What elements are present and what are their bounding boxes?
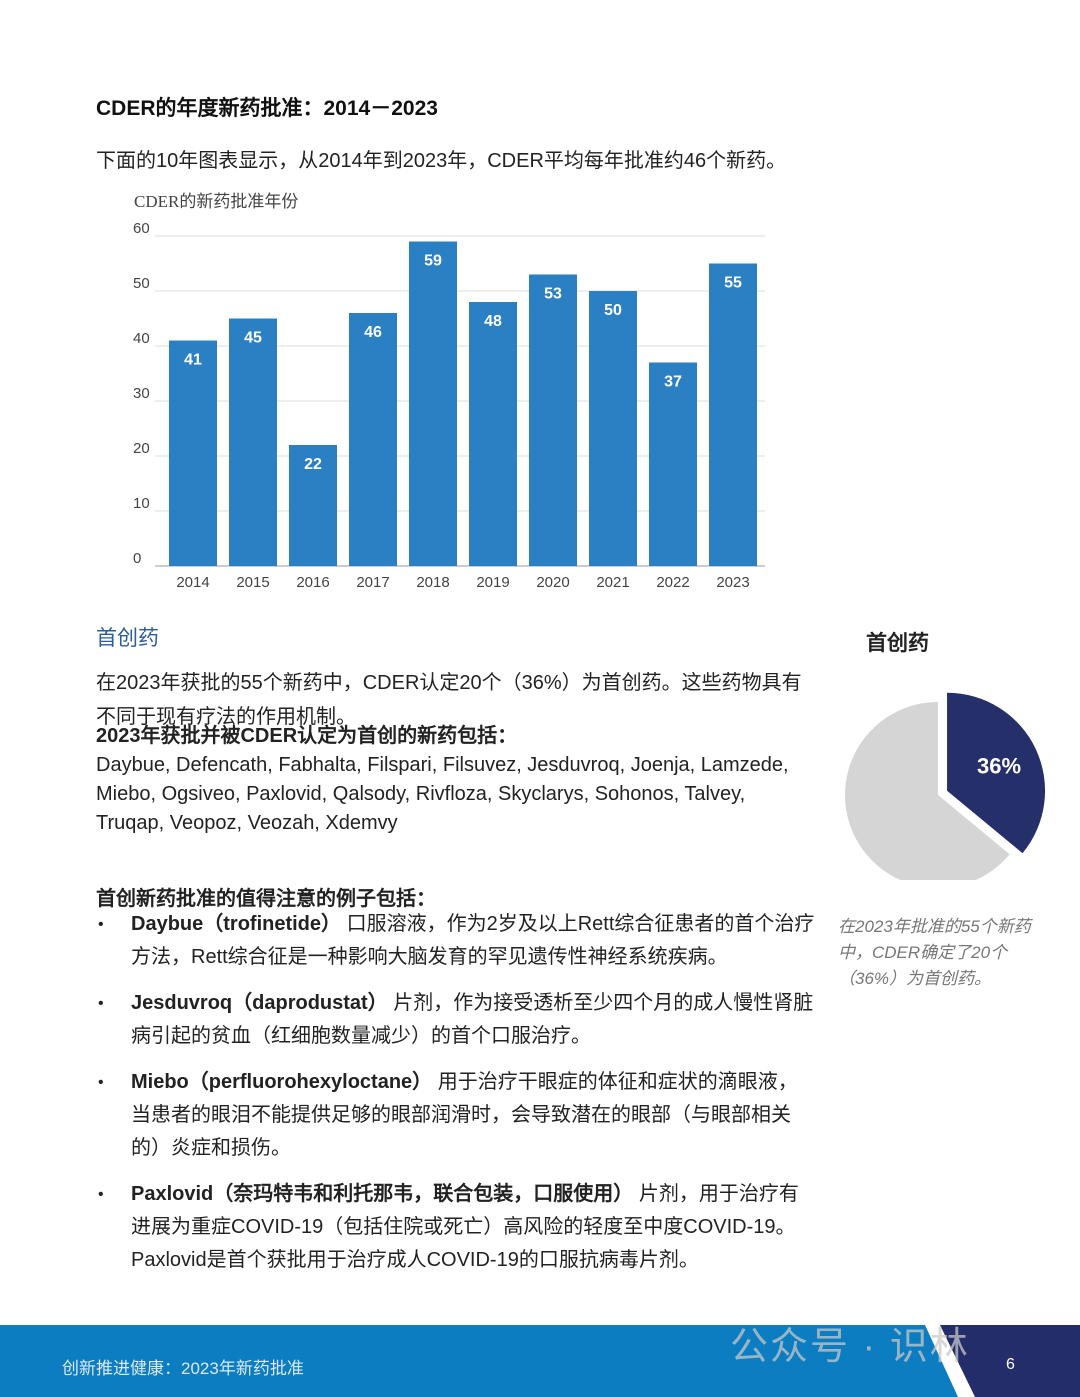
section-paragraph: 在2023年获批的55个新药中，CDER认定20个（36%）为首创药。这些药物具… [96, 672, 802, 728]
y-tick-label: 30 [133, 385, 150, 402]
y-tick-label: 40 [133, 330, 150, 347]
drug-desc: 用于治疗干眼症的体征和症状的滴眼液，当患者的眼泪不能提供足够的眼部润滑时，会导致… [131, 1071, 798, 1159]
drug-list: Daybue, Defencath, Fabhalta, Filspari, F… [96, 754, 789, 834]
examples-list: Daybue（trofinetide） 口服溶液，作为2岁及以上Rett综合征患… [96, 908, 816, 1290]
bar [169, 340, 217, 566]
bar [289, 445, 337, 566]
example-item: Miebo（perfluorohexyloctane） 用于治疗干眼症的体征和症… [96, 1066, 816, 1165]
x-tick-label: 2014 [176, 574, 209, 591]
x-tick-label: 2016 [296, 574, 329, 591]
bar [589, 291, 637, 566]
x-tick-label: 2019 [476, 574, 509, 591]
intro-text: 下面的10年图表显示，从2014年到2023年，CDER平均每年批准约46个新药… [96, 150, 787, 172]
drug-name: Paxlovid（奈玛特韦和利托那韦，联合包装，口服使用） [131, 1183, 634, 1205]
bar [649, 362, 697, 566]
drug-name: Daybue（trofinetide） [131, 913, 342, 935]
x-tick-label: 2021 [596, 574, 629, 591]
y-tick-label: 10 [133, 495, 150, 512]
example-item: Jesduvroq（daprodustat） 片剂，作为接受透析至少四个月的成人… [96, 987, 816, 1053]
examples-heading: 首创新药批准的值得注意的例子包括： [96, 888, 436, 910]
page-heading: CDER的年度新药批准：2014－2023 [96, 97, 438, 120]
footer-bar [0, 1325, 1080, 1397]
drug-list-heading: 2023年获批并被CDER认定为首创的新药包括： [96, 725, 518, 747]
footer-title: 创新推进健康：2023年新药批准 [62, 1359, 304, 1378]
x-tick-label: 2015 [236, 574, 269, 591]
drug-name: Miebo（perfluorohexyloctane） [131, 1071, 433, 1093]
data-label: 55 [724, 275, 742, 292]
example-item: Daybue（trofinetide） 口服溶液，作为2岁及以上Rett综合征患… [96, 908, 816, 974]
drug-name: Jesduvroq（daprodustat） [131, 992, 388, 1014]
y-tick-label: 0 [133, 550, 141, 567]
drug-list-block: 2023年获批并被CDER认定为首创的新药包括： Daybue, Defenca… [96, 722, 816, 838]
section-title: 首创药 [96, 627, 159, 650]
drug-desc: 片剂，作为接受透析至少四个月的成人慢性肾脏病引起的贫血（红细胞数量减少）的首个口… [131, 992, 814, 1047]
pie-chart: 36% [845, 692, 1046, 880]
x-tick-label: 2017 [356, 574, 389, 591]
watermark: 公众号 · 识林 [730, 1326, 970, 1368]
pie-title: 首创药 [866, 632, 929, 655]
x-tick-label: 2023 [716, 574, 749, 591]
data-label: 50 [604, 302, 622, 319]
pie-slice-first-in-class [947, 692, 1046, 854]
bar [229, 318, 277, 566]
pie-slice-other [845, 702, 1010, 880]
x-tick-label: 2022 [656, 574, 689, 591]
data-label: 22 [304, 456, 322, 473]
y-tick-label: 20 [133, 440, 150, 457]
bar [709, 263, 757, 566]
example-item: Paxlovid（奈玛特韦和利托那韦，联合包装，口服使用） 片剂，用于治疗有进展… [96, 1178, 816, 1277]
pie-label: 36% [977, 754, 1021, 779]
data-label: 59 [424, 253, 442, 270]
data-label: 41 [184, 352, 202, 369]
bar [469, 302, 517, 566]
y-tick-label: 50 [133, 275, 150, 292]
bar [529, 274, 577, 566]
drug-desc: 片剂，用于治疗有进展为重症COVID-19（包括住院或死亡）高风险的轻度至中度C… [131, 1183, 799, 1271]
y-tick-label: 60 [133, 220, 150, 237]
x-tick-label: 2020 [536, 574, 569, 591]
page-number: 6 [1006, 1356, 1015, 1373]
data-label: 45 [244, 330, 262, 347]
data-label: 48 [484, 313, 502, 330]
drug-desc: 口服溶液，作为2岁及以上Rett综合征患者的首个治疗方法，Rett综合征是一种影… [131, 913, 815, 968]
footer-decoration [925, 1325, 1080, 1397]
x-tick-label: 2018 [416, 574, 449, 591]
bar [349, 313, 397, 566]
pie-caption: 在2023年批准的55个新药中，CDER确定了20个（36%）为首创药。 [838, 917, 1031, 988]
chart-title: CDER的新药批准年份 [134, 192, 299, 211]
data-label: 53 [544, 286, 562, 303]
bar [409, 241, 457, 566]
data-label: 37 [664, 374, 682, 391]
data-label: 46 [364, 324, 382, 341]
bar-chart: 0 10 20 30 40 50 60 41 2014 45 2015 22 2016 46 2017 59 2… [133, 220, 765, 591]
